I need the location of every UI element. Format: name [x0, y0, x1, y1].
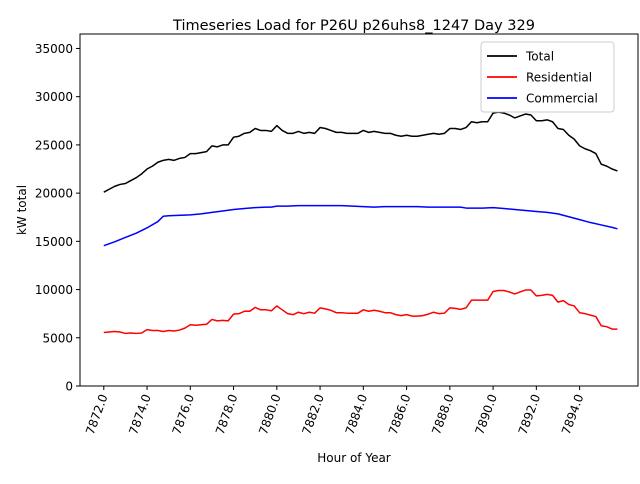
y-tick-label: 35000: [35, 42, 73, 56]
legend: Total Residential Commercial: [481, 42, 614, 112]
y-tick-label: 10000: [35, 283, 73, 297]
y-tick-label: 15000: [35, 235, 73, 249]
legend-label-total: Total: [525, 50, 554, 64]
chart-title: Timeseries Load for P26U p26uhs8_1247 Da…: [172, 18, 535, 34]
x-axis-label: Hour of Year: [317, 451, 391, 465]
y-tick-label: 25000: [35, 138, 73, 152]
y-tick-label: 5000: [42, 331, 73, 345]
legend-label-residential: Residential: [526, 71, 592, 85]
y-axis-label: kW total: [15, 185, 29, 235]
y-tick-label: 20000: [35, 187, 73, 201]
y-tick-label: 0: [65, 380, 73, 394]
y-tick-label: 30000: [35, 90, 73, 104]
legend-label-commercial: Commercial: [526, 92, 598, 106]
